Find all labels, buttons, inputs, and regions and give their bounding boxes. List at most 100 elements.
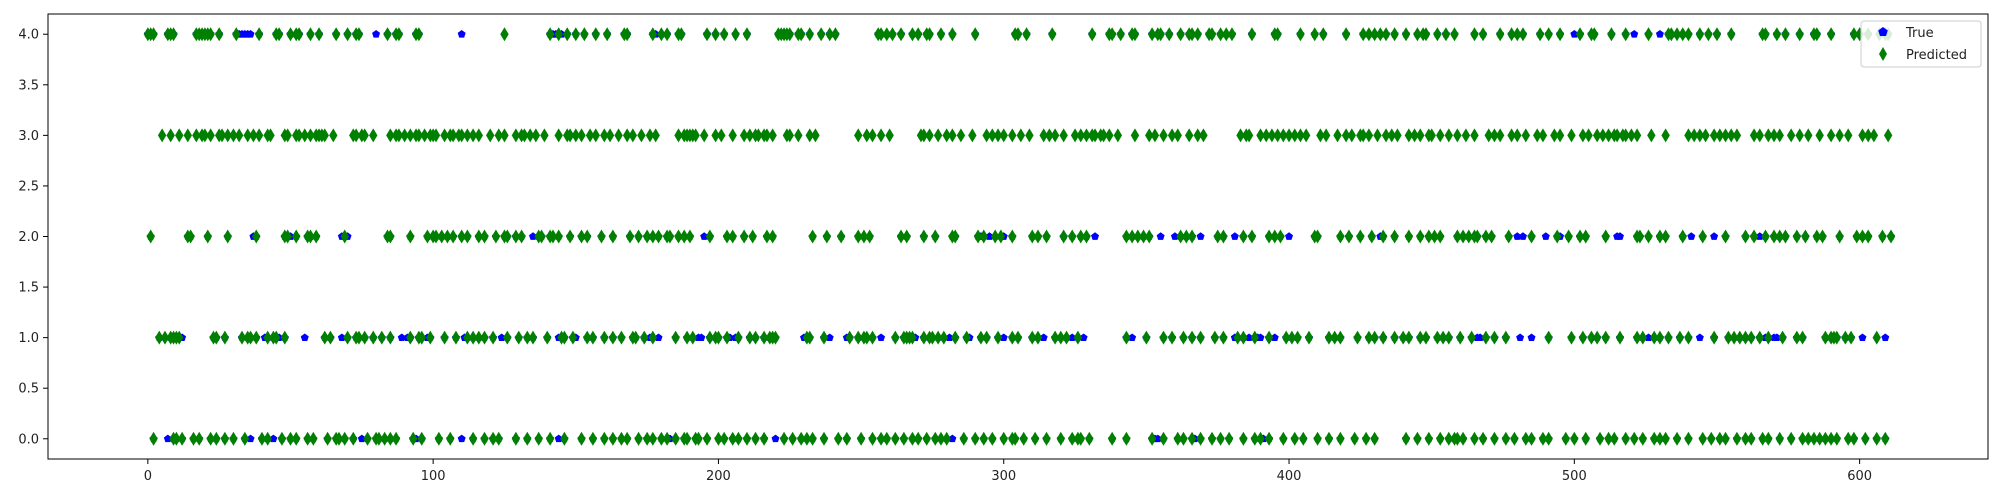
predicted-point xyxy=(762,128,772,143)
predicted-point xyxy=(811,128,820,143)
predicted-point xyxy=(1655,431,1665,446)
predicted-point xyxy=(414,128,424,143)
predicted-point xyxy=(565,128,575,143)
predicted-point xyxy=(1798,330,1807,345)
predicted-point xyxy=(999,128,1008,143)
predicted-point xyxy=(1527,229,1536,244)
predicted-point xyxy=(1661,229,1670,244)
predicted-point xyxy=(583,229,592,244)
predicted-point xyxy=(973,229,983,244)
predicted-point xyxy=(246,330,255,345)
predicted-point xyxy=(1684,128,1693,143)
predicted-point xyxy=(1256,128,1265,143)
predicted-point xyxy=(862,128,871,143)
predicted-point xyxy=(1187,229,1197,244)
predicted-point xyxy=(1678,229,1687,244)
predicted-point xyxy=(891,431,900,446)
predicted-point xyxy=(919,330,929,345)
predicted-point xyxy=(1846,330,1856,345)
predicted-point xyxy=(369,330,378,345)
predicted-point xyxy=(1721,229,1730,244)
predicted-point xyxy=(160,330,170,345)
true-point xyxy=(1513,232,1522,240)
true-point xyxy=(1615,232,1624,240)
predicted-point xyxy=(1544,27,1553,42)
predicted-point xyxy=(1561,431,1570,446)
predicted-point xyxy=(1832,330,1841,345)
predicted-point xyxy=(1550,128,1559,143)
predicted-point xyxy=(446,431,455,446)
predicted-point xyxy=(1453,229,1462,244)
predicted-point xyxy=(545,431,555,446)
predicted-point xyxy=(1695,128,1705,143)
predicted-point xyxy=(922,431,931,446)
predicted-point xyxy=(1612,128,1622,143)
predicted-point xyxy=(583,330,592,345)
true-point xyxy=(700,232,709,240)
predicted-point xyxy=(1638,431,1647,446)
predicted-point xyxy=(600,431,609,446)
predicted-point xyxy=(1056,330,1065,345)
predicted-point xyxy=(711,27,720,42)
predicted-point xyxy=(560,330,569,345)
predicted-point xyxy=(1507,128,1516,143)
predicted-point xyxy=(406,330,415,345)
predicted-point xyxy=(1359,27,1368,42)
predicted-point xyxy=(1481,330,1491,345)
predicted-point xyxy=(166,128,175,143)
predicted-point xyxy=(1621,27,1630,42)
true-point xyxy=(246,434,255,443)
true-point xyxy=(1170,232,1179,240)
predicted-point xyxy=(1219,330,1228,345)
predicted-point xyxy=(280,330,289,345)
predicted-point xyxy=(1644,27,1653,42)
predicted-point xyxy=(1264,229,1274,244)
predicted-point xyxy=(1638,330,1647,345)
predicted-point xyxy=(525,128,535,143)
predicted-point xyxy=(1595,431,1605,446)
predicted-point xyxy=(463,330,472,345)
true-point xyxy=(1710,232,1719,240)
predicted-point xyxy=(1632,330,1642,345)
predicted-point xyxy=(1661,431,1670,446)
predicted-point xyxy=(1533,128,1542,143)
predicted-point xyxy=(682,330,692,345)
predicted-point xyxy=(1575,229,1585,244)
predicted-point xyxy=(1147,431,1157,446)
predicted-point xyxy=(217,128,227,143)
predicted-point xyxy=(1336,229,1345,244)
predicted-point xyxy=(1513,27,1522,42)
predicted-point xyxy=(149,431,158,446)
predicted-point xyxy=(1424,229,1434,244)
predicted-point xyxy=(925,27,934,42)
predicted-point xyxy=(474,229,483,244)
true-point xyxy=(497,333,506,342)
predicted-point xyxy=(597,229,606,244)
predicted-point xyxy=(719,27,729,42)
predicted-point xyxy=(263,330,272,345)
predicted-point xyxy=(1045,128,1054,143)
predicted-point xyxy=(229,431,238,446)
predicted-point xyxy=(177,431,187,446)
predicted-point xyxy=(1167,128,1177,143)
predicted-point xyxy=(274,27,284,42)
true-point xyxy=(1541,232,1550,240)
predicted-point xyxy=(742,431,752,446)
predicted-point xyxy=(1042,431,1051,446)
predicted-point xyxy=(1715,128,1725,143)
predicted-point xyxy=(939,330,949,345)
predicted-point xyxy=(1341,27,1351,42)
predicted-point xyxy=(457,229,466,244)
predicted-point xyxy=(1570,431,1579,446)
predicted-point xyxy=(1632,128,1642,143)
predicted-point xyxy=(406,229,415,244)
true-point xyxy=(1153,434,1162,443)
predicted-point xyxy=(1881,431,1890,446)
predicted-point xyxy=(1370,431,1379,446)
predicted-point xyxy=(993,128,1003,143)
true-point xyxy=(654,333,663,342)
predicted-point xyxy=(882,431,891,446)
true-point xyxy=(1570,30,1579,38)
predicted-point xyxy=(956,128,966,143)
predicted-point xyxy=(1578,128,1588,143)
